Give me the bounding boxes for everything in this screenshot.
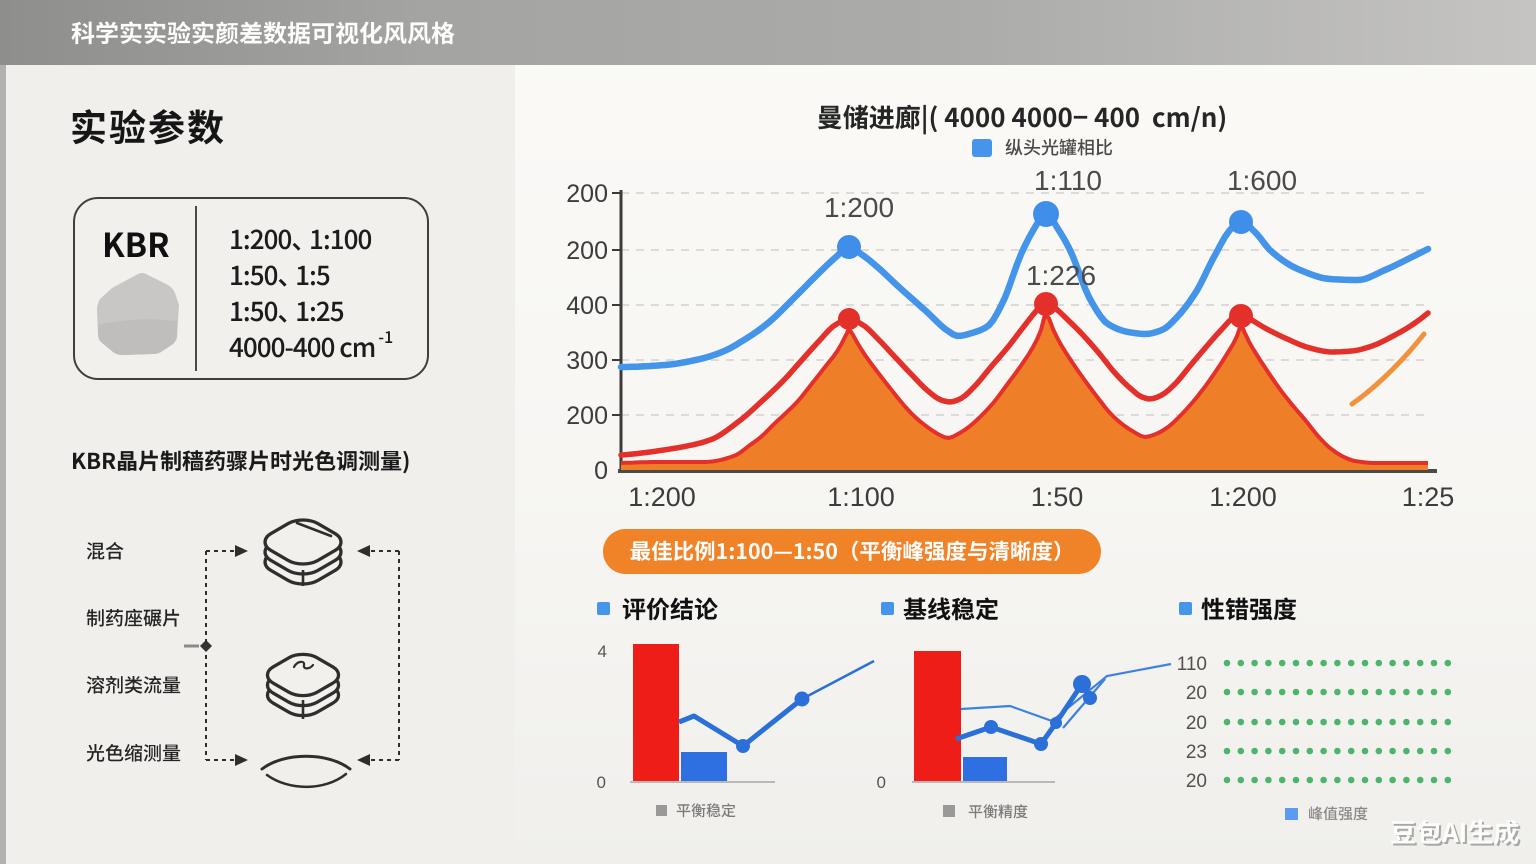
- svg-text:200: 200: [566, 402, 608, 430]
- svg-text:110: 110: [1177, 654, 1207, 675]
- svg-text:1:50: 1:50: [1031, 482, 1084, 512]
- svg-text:1:100: 1:100: [827, 482, 895, 512]
- svg-text:200: 200: [566, 237, 608, 265]
- svg-text:200: 200: [566, 180, 608, 208]
- svg-text:1:200: 1:200: [628, 482, 696, 512]
- svg-text:20: 20: [1186, 683, 1207, 704]
- svg-text:400: 400: [566, 292, 608, 320]
- svg-text:20: 20: [1186, 713, 1207, 734]
- svg-text:1:200: 1:200: [1209, 482, 1277, 512]
- svg-text:0: 0: [597, 773, 606, 792]
- svg-text:23: 23: [1186, 742, 1207, 763]
- svg-text:0: 0: [877, 773, 886, 792]
- svg-text:1:600: 1:600: [1227, 165, 1297, 196]
- svg-text:20: 20: [1186, 771, 1207, 792]
- svg-text:1:110: 1:110: [1034, 165, 1102, 196]
- svg-text:4: 4: [598, 642, 607, 661]
- svg-text:300: 300: [566, 347, 608, 375]
- svg-text:1:200: 1:200: [824, 192, 894, 223]
- svg-text:1:226: 1:226: [1026, 260, 1096, 291]
- svg-text:1:25: 1:25: [1402, 482, 1455, 512]
- svg-text:0: 0: [594, 457, 608, 485]
